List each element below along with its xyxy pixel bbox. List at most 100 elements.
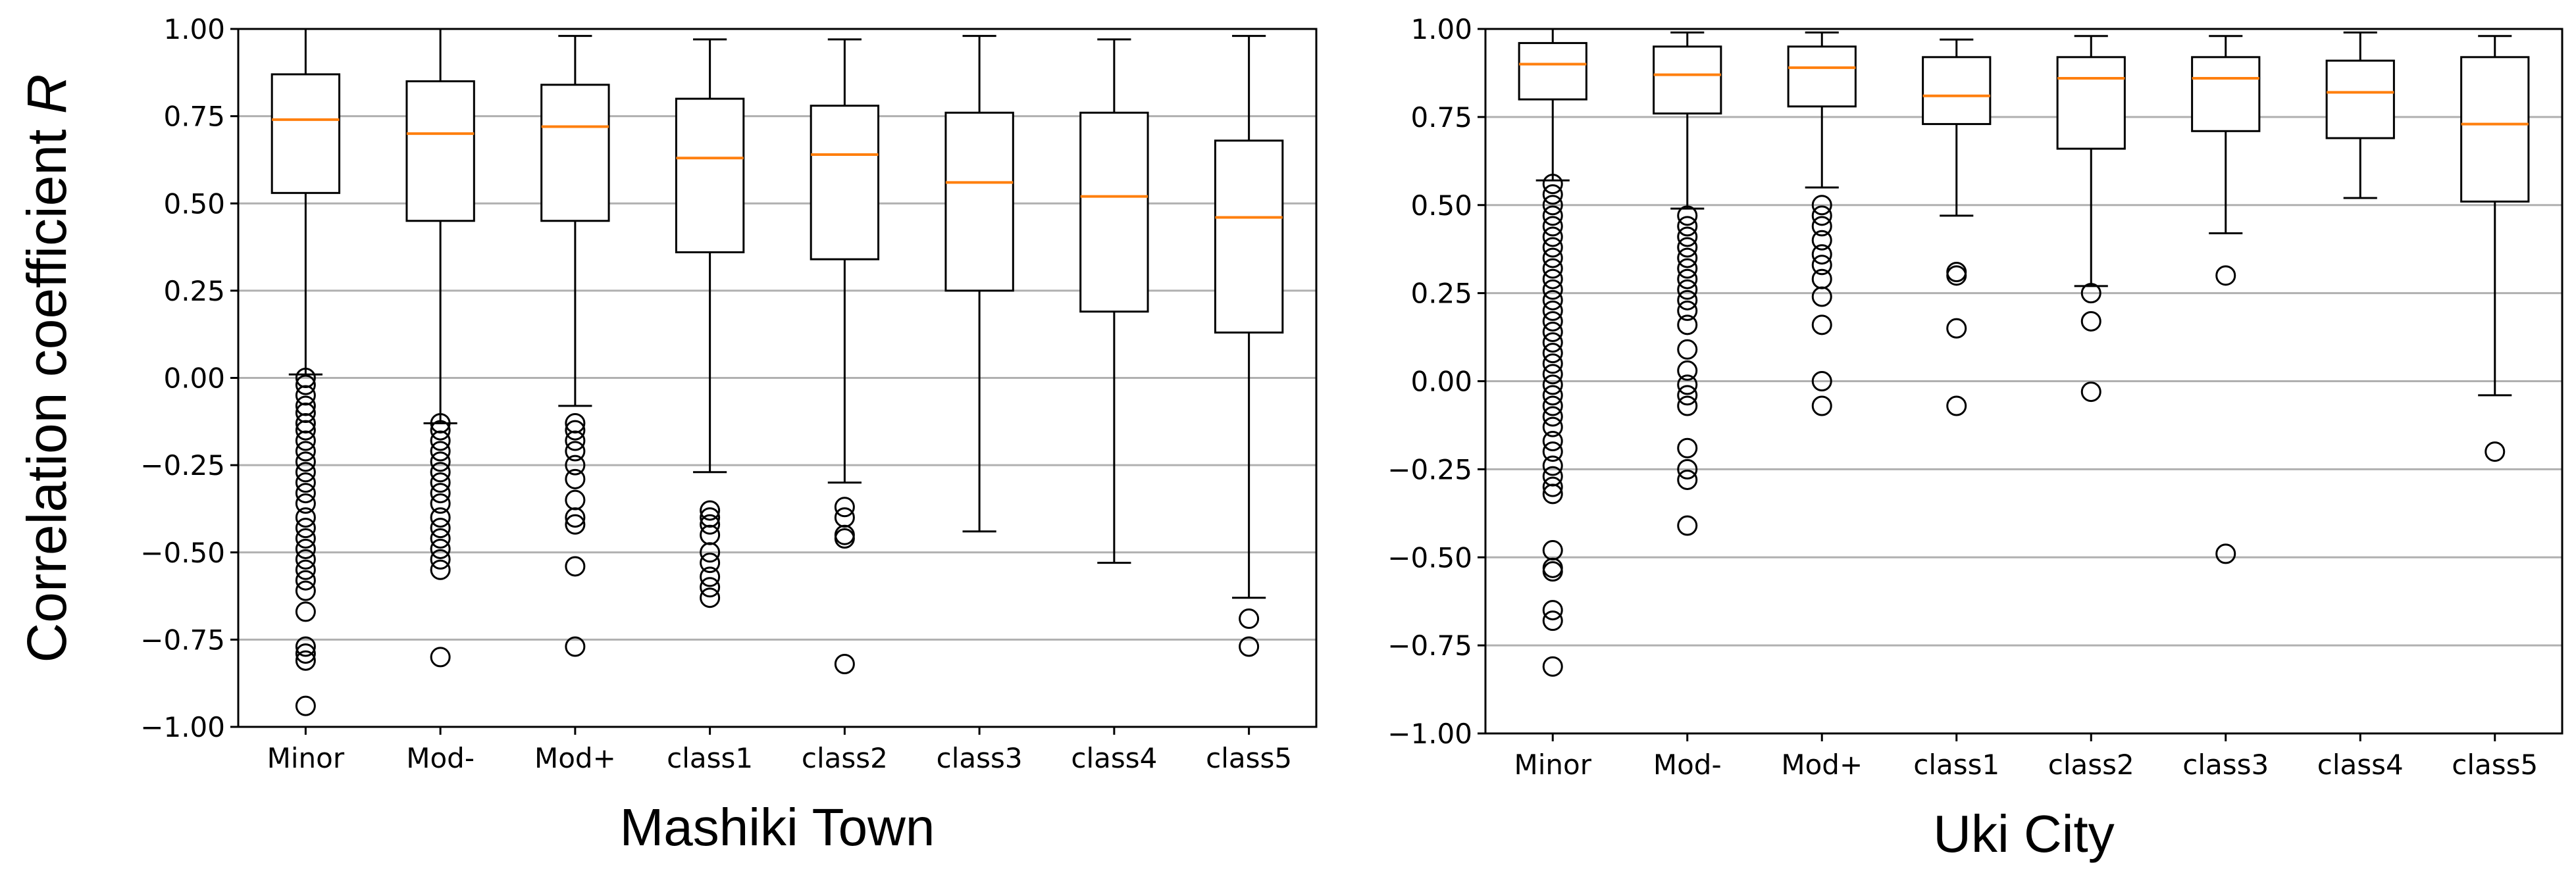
outlier-point: [2215, 265, 2236, 286]
outlier-point: [700, 542, 721, 563]
box-mod+: [1787, 31, 1857, 416]
outlier-point: [1677, 216, 1698, 237]
outlier-point: [1239, 636, 1260, 657]
outlier-point: [1811, 255, 1832, 276]
outlier-point: [1542, 332, 1563, 353]
outlier-point: [295, 493, 316, 514]
outlier-point: [1542, 310, 1563, 332]
outlier-point: [2215, 543, 2236, 564]
outlier-point: [295, 430, 316, 451]
outlier-point: [700, 500, 721, 521]
y-tick-label: 0.50: [1410, 189, 1472, 222]
outlier-point: [1677, 515, 1698, 536]
outlier-point: [430, 462, 451, 483]
outlier-point: [1542, 374, 1563, 395]
outlier-point: [1677, 458, 1698, 480]
outlier-point: [295, 549, 316, 570]
outlier-point: [700, 566, 721, 587]
outlier-point: [1542, 268, 1563, 289]
outlier-point: [1542, 343, 1563, 364]
box-iqr: [1653, 45, 1722, 115]
outlier-point: [430, 451, 451, 472]
box-class3: [944, 35, 1014, 533]
chart-uki-city: 1.00 0.75 0.50 0.25 0.00 −0.25 −0.50 −0.75 −1.00…: [1387, 13, 2563, 863]
outlier-point: [1542, 656, 1563, 677]
x-tick-label-class3: class3: [937, 742, 1023, 774]
box-iqr: [405, 80, 475, 222]
outlier-point: [1542, 205, 1563, 226]
outlier-point: [834, 654, 855, 675]
outlier-point: [430, 420, 451, 441]
outlier-point: [565, 507, 586, 528]
outlier-point: [1542, 441, 1563, 462]
outlier-point: [295, 559, 316, 580]
x-axis-title: Uki City: [1933, 804, 2115, 863]
outlier-point: [430, 430, 451, 451]
box-iqr: [1518, 41, 1587, 101]
outlier-point: [700, 587, 721, 608]
x-axis-title: Mashiki Town: [620, 798, 935, 856]
box-class1: [675, 38, 745, 608]
outlier-point: [565, 441, 586, 462]
outlier-point: [700, 524, 721, 545]
box-iqr: [1214, 139, 1284, 334]
outlier-point: [1542, 455, 1563, 476]
y-tick-label: −0.75: [1387, 630, 1472, 662]
outlier-point: [1239, 608, 1260, 630]
y-tick-label: −0.50: [1387, 541, 1472, 574]
outlier-point: [700, 514, 721, 535]
x-tick-label-class2: class2: [802, 742, 888, 774]
outlier-point: [565, 489, 586, 510]
x-tick-label-class5: class5: [2452, 749, 2538, 781]
outlier-point: [430, 559, 451, 580]
outlier-point: [430, 507, 451, 528]
outlier-point: [295, 441, 316, 462]
box-iqr: [2325, 59, 2395, 139]
y-tick-label: −1.00: [140, 711, 225, 743]
outlier-point: [1811, 268, 1832, 289]
box-iqr: [944, 111, 1014, 292]
outlier-point: [1946, 395, 1967, 416]
outlier-point: [1542, 247, 1563, 268]
outlier-point: [1677, 360, 1698, 381]
y-tick-label: −1.00: [1387, 718, 1472, 750]
y-tick-label: 0.75: [1410, 101, 1472, 134]
outlier-point: [1542, 237, 1563, 258]
outlier-point: [1542, 195, 1563, 216]
outlier-point: [1542, 476, 1563, 497]
box-class3: [2191, 35, 2261, 564]
y-tick-label: −0.25: [1387, 453, 1472, 485]
outlier-point: [1677, 268, 1698, 289]
outlier-point: [295, 472, 316, 493]
outlier-point: [834, 528, 855, 549]
outlier-point: [1946, 265, 1967, 286]
outlier-point: [1542, 431, 1563, 452]
outlier-point: [1677, 247, 1698, 268]
outlier-point: [295, 580, 316, 601]
x-tick-label-mod-: Mod-: [1653, 749, 1722, 781]
box-mod-: [405, 28, 475, 668]
box-iqr: [810, 105, 880, 260]
outlier-point: [1811, 230, 1832, 251]
y-tick-label: 0.25: [163, 275, 225, 307]
x-tick-label-class1: class1: [667, 742, 753, 774]
outlier-point: [1542, 561, 1563, 582]
outlier-point: [430, 549, 451, 570]
outlier-point: [295, 636, 316, 657]
outlier-point: [700, 577, 721, 598]
outlier-point: [430, 647, 451, 668]
y-tick-label: −0.50: [140, 537, 225, 569]
y-tick-label: −0.75: [140, 624, 225, 656]
x-tick-label-mod-: Mod-: [406, 742, 475, 774]
outlier-point: [2080, 310, 2101, 332]
outlier-point: [2485, 441, 2506, 462]
outlier-point: [295, 650, 316, 671]
box-iqr: [540, 84, 610, 222]
outlier-point: [1542, 174, 1563, 195]
box-class5: [2460, 35, 2530, 462]
outlier-point: [1542, 216, 1563, 237]
outlier-point: [1946, 318, 1967, 339]
outlier-point: [1677, 289, 1698, 310]
x-tick-label-class1: class1: [1913, 749, 1999, 781]
